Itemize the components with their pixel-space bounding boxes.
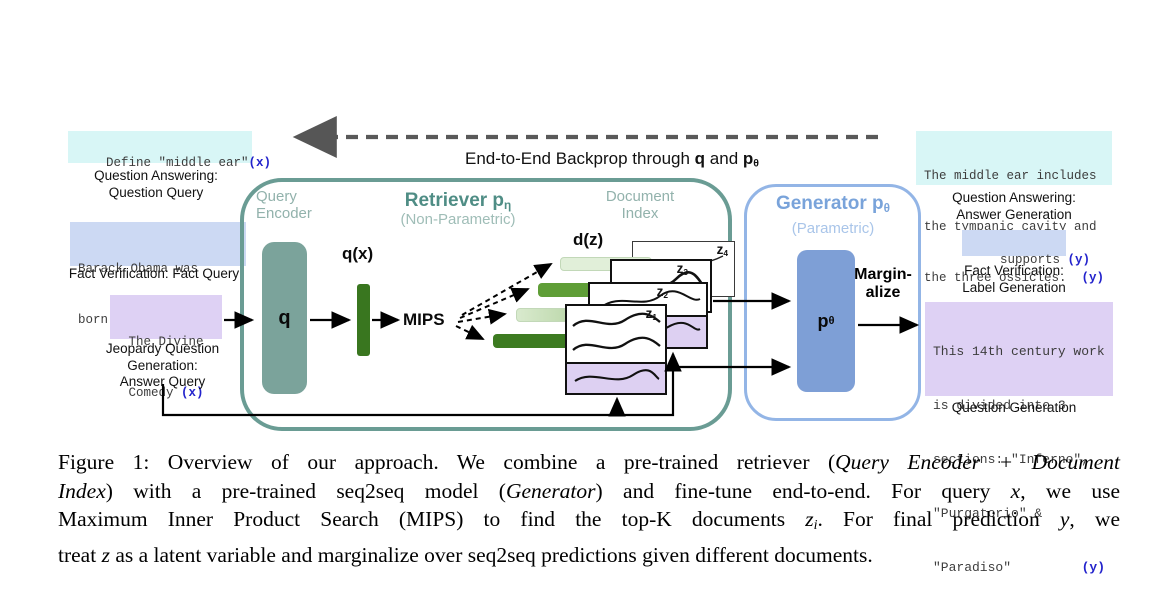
- output-box-label-generation: supports (y): [962, 230, 1090, 267]
- mips-label: MIPS: [403, 310, 445, 329]
- query-encoder-block: q: [262, 242, 307, 394]
- generator-subtitle: (Parametric): [791, 220, 875, 237]
- output-box-answer-generation: The middle ear includes the tympanic cav…: [916, 131, 1112, 285]
- input-box-answer-query: The Divine Comedy (x): [110, 295, 222, 400]
- doc-waves-z1: [572, 312, 661, 351]
- output-qgen-var-y: (y): [1081, 560, 1105, 575]
- input-jeopardy-line1: The Divine: [128, 335, 204, 349]
- doc-embedding-label: d(z): [573, 230, 604, 249]
- backprop-q: q: [694, 149, 706, 168]
- backprop-p-sub: θ: [753, 157, 759, 170]
- caption-line-1: Figure 1: Overview of our approach. We c…: [58, 450, 1120, 474]
- input-jeopardy-caption: Jeopardy Question Generation: Answer Que…: [105, 341, 220, 389]
- output-fact-caption: Fact Verification: Label Generation: [962, 263, 1066, 295]
- output-fact-var-y: (y): [1067, 253, 1091, 267]
- retriever-subtitle: (Non-Parametric): [400, 211, 516, 228]
- query-embedding-bar: [357, 284, 370, 356]
- output-qgen-caption: Question Generation: [951, 400, 1077, 415]
- backprop-label: End-to-End Backprop through q and pθ: [465, 149, 759, 170]
- query-embedding-label: q(x): [342, 244, 374, 263]
- input-fact-caption: Fact Verification: Fact Query: [68, 266, 240, 281]
- caption-line-3: Maximum Inner Product Search (MIPS) to f…: [58, 507, 1120, 534]
- caption-line-4: treat z as a latent variable and margina…: [58, 542, 873, 567]
- doc-waves-z2: [599, 290, 701, 309]
- output-qa-var-y: (y): [1081, 271, 1104, 285]
- generator-panel: [744, 184, 921, 421]
- caption-line-2: Index) with a pre-trained seq2seq model …: [58, 478, 1120, 503]
- marginalize-label: Margin- alize: [854, 266, 912, 301]
- doc-highlight-z1: [567, 362, 665, 393]
- input-qa-var-x: (x): [248, 156, 272, 170]
- document-index-label: Document Index: [605, 188, 675, 222]
- output-box-question-generation: This 14th century work is divided into 3…: [925, 302, 1113, 575]
- generator-title: Generator pθ: [775, 193, 891, 215]
- backprop-p: p: [742, 149, 754, 168]
- input-qa-caption: Question Answering: Question Query: [94, 168, 218, 200]
- input-qa-text: Define "middle ear": [106, 156, 249, 170]
- retriever-title: Retriever pη: [404, 190, 512, 212]
- retriever-panel: [240, 178, 732, 431]
- output-qa-caption: Question Answering: Answer Generation: [952, 190, 1076, 222]
- input-box-question-query: Define "middle ear"(x): [68, 131, 271, 170]
- input-box-fact-query: Barack Obama was born in Hawaii.(x): [70, 222, 246, 327]
- figure-caption: Figure 1: Overview of our approach. We c…: [58, 448, 1120, 569]
- input-fact-line1: Barack Obama was: [78, 262, 199, 276]
- document-card-z1: z1: [565, 304, 667, 395]
